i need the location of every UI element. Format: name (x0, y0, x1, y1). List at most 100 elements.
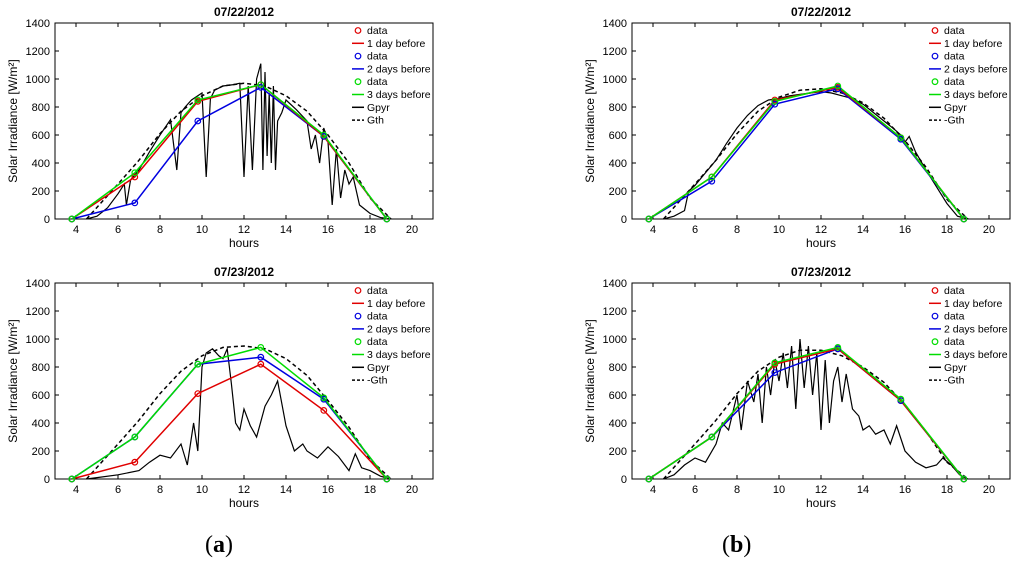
chart-b-top: 4 6 8 10 12 14 16 18 200200400600800100012001400… (583, 5, 1011, 250)
legend-marker (354, 338, 362, 346)
y-tick-label: 1200 (26, 306, 50, 318)
legend-entry: data (367, 51, 388, 63)
series-line-3-days-before (648, 85, 965, 220)
legend-entry: 1 day before (367, 38, 426, 50)
y-tick-label: 1000 (26, 334, 50, 346)
x-tick-label: 20 (983, 224, 995, 236)
data-point-3-days-before (834, 82, 842, 90)
data-point-2-days-before (194, 117, 202, 125)
y-tick-label: 200 (609, 186, 627, 198)
y-axis-label: Solar Irradiance [W/m²] (6, 59, 20, 182)
data-point-3-days-before (383, 475, 391, 483)
x-tick-label: 14 (857, 484, 869, 496)
x-axis-label: hours (229, 496, 259, 510)
legend-entry: 3 days before (944, 89, 1008, 101)
series-line-gth (85, 82, 392, 220)
legend-entry: Gth (367, 115, 384, 127)
chart-title: 07/22/2012 (791, 5, 851, 19)
y-tick-label: 0 (621, 214, 627, 226)
x-tick-label: 14 (280, 224, 292, 236)
data-point-1-day-before (320, 407, 328, 414)
y-tick-label: 0 (621, 474, 627, 486)
y-tick-label: 1200 (26, 46, 50, 58)
legend-entry: data (367, 285, 388, 297)
x-tick-label: 6 (115, 224, 121, 236)
legend-marker (931, 338, 939, 346)
y-tick-label: 600 (32, 390, 50, 402)
data-point-1-day-before (131, 173, 139, 181)
x-tick-label: 4 (73, 224, 79, 236)
legend-marker (931, 27, 939, 34)
x-tick-label: 8 (157, 224, 163, 236)
series-line-gpyr (86, 346, 392, 480)
series-line-3-days-before (71, 83, 388, 220)
x-tick-label: 10 (196, 224, 208, 236)
x-axis-label: hours (806, 236, 836, 250)
legend-entry: 1 day before (944, 298, 1003, 310)
data-point-3-days-before (645, 215, 653, 223)
y-tick-label: 1000 (26, 74, 50, 86)
series-line-3-days-before (648, 346, 965, 480)
legend-entry: 1 day before (367, 298, 426, 310)
legend-entry: data (367, 25, 388, 37)
data-point-3-days-before (257, 81, 265, 88)
x-tick-label: 6 (115, 484, 121, 496)
series-line-gpyr (663, 338, 969, 480)
data-point-2-days-before (834, 85, 842, 93)
x-tick-label: 18 (941, 484, 953, 496)
data-point-2-days-before (131, 199, 139, 207)
legend-entry: data (944, 336, 965, 348)
y-tick-label: 400 (32, 158, 50, 170)
data-point-3-days-before (194, 360, 202, 368)
x-tick-label: 6 (692, 484, 698, 496)
legend-marker (354, 52, 362, 60)
legend-entry: 3 days before (944, 349, 1008, 361)
legend-entry: -Gth (944, 375, 965, 387)
x-axis-label: hours (229, 236, 259, 250)
panel-label-a: (a) (205, 532, 233, 558)
data-point-3-days-before (320, 394, 328, 402)
data-point-3-days-before (194, 96, 202, 104)
x-tick-label: 20 (983, 484, 995, 496)
data-point-2-days-before (771, 100, 779, 108)
legend-marker (931, 312, 939, 320)
legend-entry: data (944, 285, 965, 297)
y-tick-label: 0 (44, 474, 50, 486)
x-tick-label: 4 (650, 224, 656, 236)
x-tick-label: 4 (73, 484, 79, 496)
chart-a-bottom: 4 6 8 10 12 14 16 18 200200400600800100012001400… (6, 265, 434, 510)
x-tick-label: 18 (364, 484, 376, 496)
data-point-1-day-before (194, 390, 202, 398)
x-tick-label: 12 (815, 224, 827, 236)
y-tick-label: 1400 (603, 278, 627, 290)
data-point-3-days-before (131, 169, 139, 177)
data-point-3-days-before (834, 344, 842, 351)
series-line-3-days-before (71, 346, 388, 480)
legend-entry: 1 day before (944, 38, 1003, 50)
legend-box (926, 283, 1010, 390)
data-point-2-days-before (257, 83, 265, 91)
y-tick-label: 200 (609, 446, 627, 458)
x-tick-label: 18 (364, 224, 376, 236)
legend-box (926, 23, 1010, 130)
chart-a-top: 4 6 8 10 12 14 16 18 200200400600800100012001400… (6, 5, 434, 250)
legend-entry: 2 days before (944, 63, 1008, 75)
x-axis-label: hours (806, 496, 836, 510)
legend-entry: 2 days before (367, 63, 431, 75)
x-tick-label: 8 (157, 484, 163, 496)
legend-marker (931, 287, 939, 294)
y-tick-label: 600 (609, 390, 627, 402)
legend-box (349, 283, 433, 390)
x-tick-label: 14 (857, 224, 869, 236)
data-point-3-days-before (897, 395, 905, 403)
legend-marker (354, 27, 362, 34)
data-point-2-days-before (257, 353, 265, 361)
y-tick-label: 1200 (603, 46, 627, 58)
x-tick-label: 20 (406, 224, 418, 236)
legend-box (349, 23, 433, 130)
y-tick-label: 200 (32, 186, 50, 198)
y-tick-label: 1000 (603, 334, 627, 346)
y-tick-label: 0 (44, 214, 50, 226)
legend-entry: data (367, 311, 388, 323)
y-tick-label: 800 (32, 362, 50, 374)
